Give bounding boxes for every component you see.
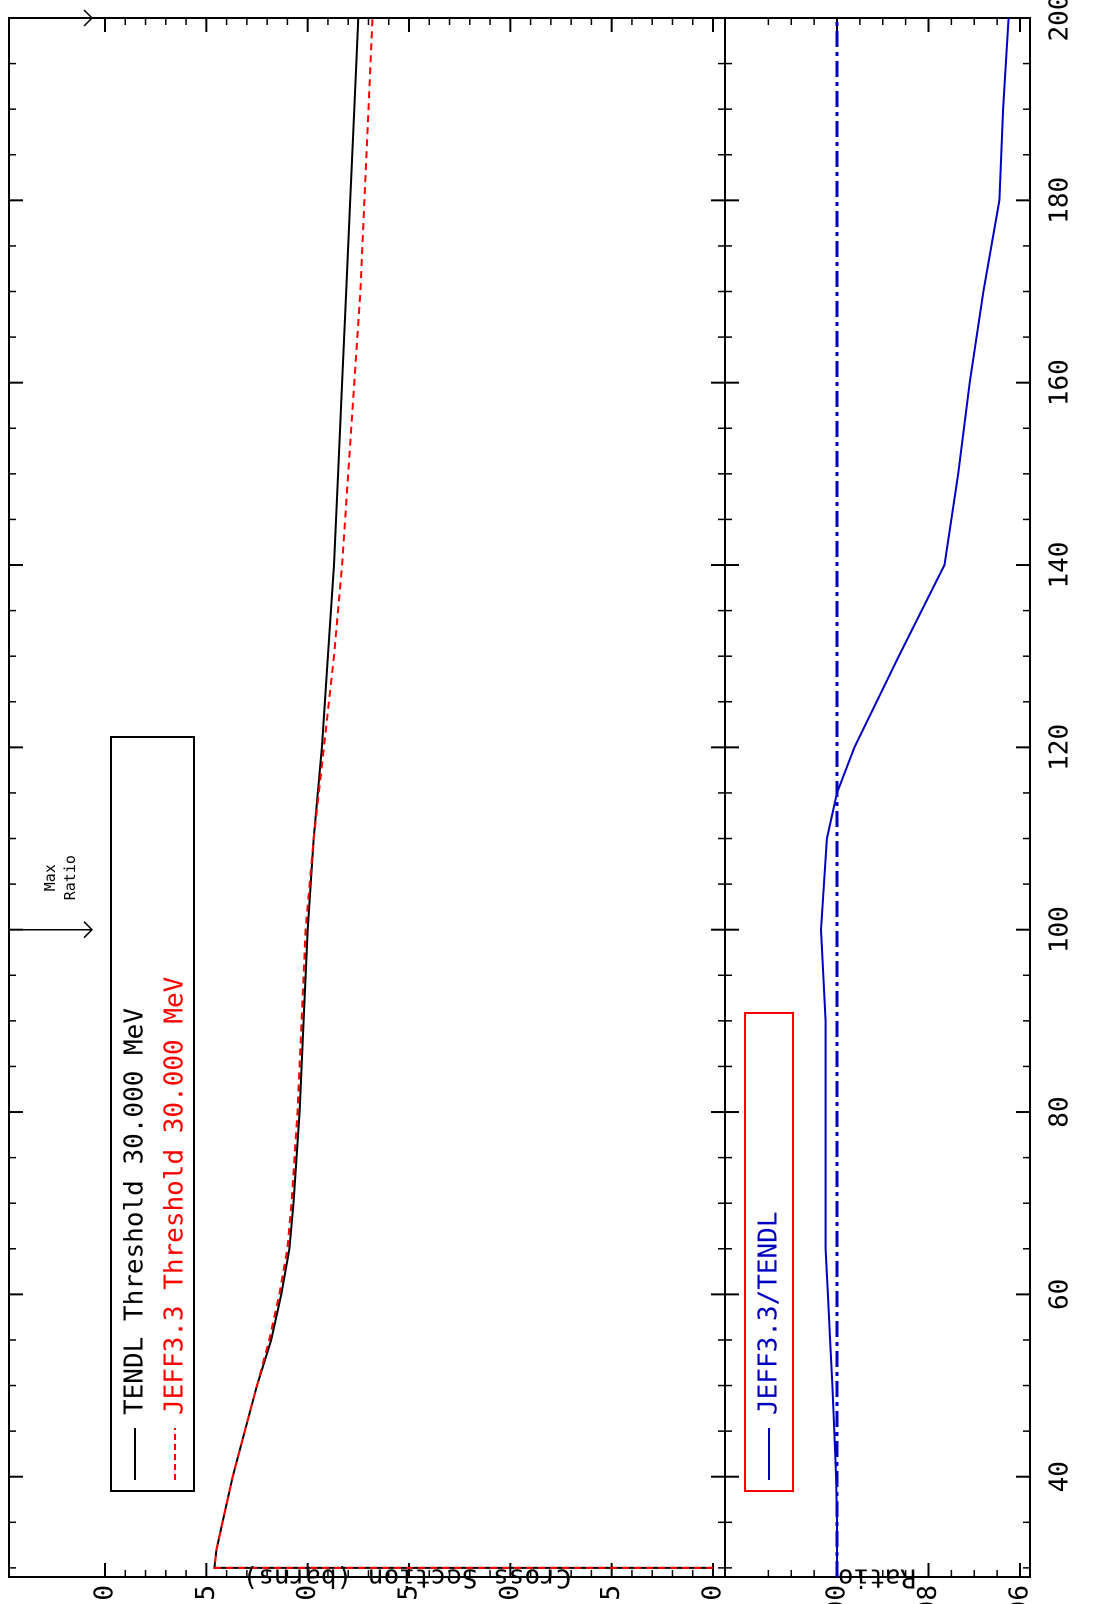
x-tick-label: 80 (1045, 1096, 1075, 1127)
x-tick-label: 60 (1045, 1279, 1075, 1310)
bottom-y-tick-label: 0.96 (1005, 1585, 1035, 1604)
legend-bottom-entry: JEFF3.3/TENDL (754, 1212, 784, 1416)
series-jeff-line (213, 17, 713, 1569)
x-tick-label: 200 (1045, 0, 1075, 41)
bottom-panel: 0.96 0.98 1.00 40 60 80 100 120 140 160 180 200 JEFF… (724, 0, 1075, 1604)
ratio-marker-arrow (83, 9, 94, 27)
top-y-tick-label: 1.5 (394, 1585, 424, 1604)
top-y-tick-label: 2.5 (191, 1585, 221, 1604)
x-tick-label: 160 (1045, 359, 1075, 406)
top-y-tick-label: 0.0 (698, 1585, 728, 1604)
legend-top: TENDL Threshold 30.000 MeV JEFF3.3 Thresh… (110, 736, 195, 1492)
legend-bottom-frame (744, 1012, 794, 1492)
legend-top-entry: JEFF3.3 Threshold 30.000 MeV (160, 977, 190, 1415)
series-tendl-line (213, 17, 713, 1569)
legend-top-entry: TENDL Threshold 30.000 MeV (120, 1008, 150, 1415)
series-ratio-line (819, 17, 1010, 1568)
ratio-marker-arrow (83, 921, 94, 939)
legend-bottom: JEFF3.3/TENDL (744, 1012, 794, 1492)
ratio-marker-label: Max (41, 864, 59, 891)
bottom-y-tick-label: 1.00 (822, 1585, 852, 1604)
bottom-panel-frame (724, 17, 1031, 1578)
ratio-marker-label: Ratio (61, 855, 79, 900)
x-tick-label: 180 (1045, 177, 1075, 224)
top-y-tick-label: 0.5 (596, 1585, 626, 1604)
x-tick-label: 140 (1045, 542, 1075, 589)
legend-top-frame (110, 736, 195, 1492)
top-y-tick-label: 3.0 (90, 1585, 120, 1604)
chart-rotated-group: 0.00.51.01.52.02.53.0MaxRatioMinRatioTEN… (8, 0, 1075, 1604)
x-tick-label: 40 (1045, 1461, 1075, 1492)
x-tick-label: 100 (1045, 906, 1075, 953)
top-y-tick-label: 2.0 (292, 1585, 322, 1604)
top-y-tick-label: 1.0 (495, 1585, 525, 1604)
top-panel: 0.00.51.01.52.02.53.0MaxRatioMinRatioTEN… (8, 9, 1030, 1604)
bottom-y-tick-label: 0.98 (913, 1585, 943, 1604)
y-axis-titles: Cross Section (barns) Ratio (243, 1563, 917, 1593)
y-axis-title-cross-section: Cross Section (barns) (243, 1563, 572, 1593)
x-tick-label: 120 (1045, 724, 1075, 771)
y-axis-title-ratio: Ratio (838, 1563, 916, 1593)
